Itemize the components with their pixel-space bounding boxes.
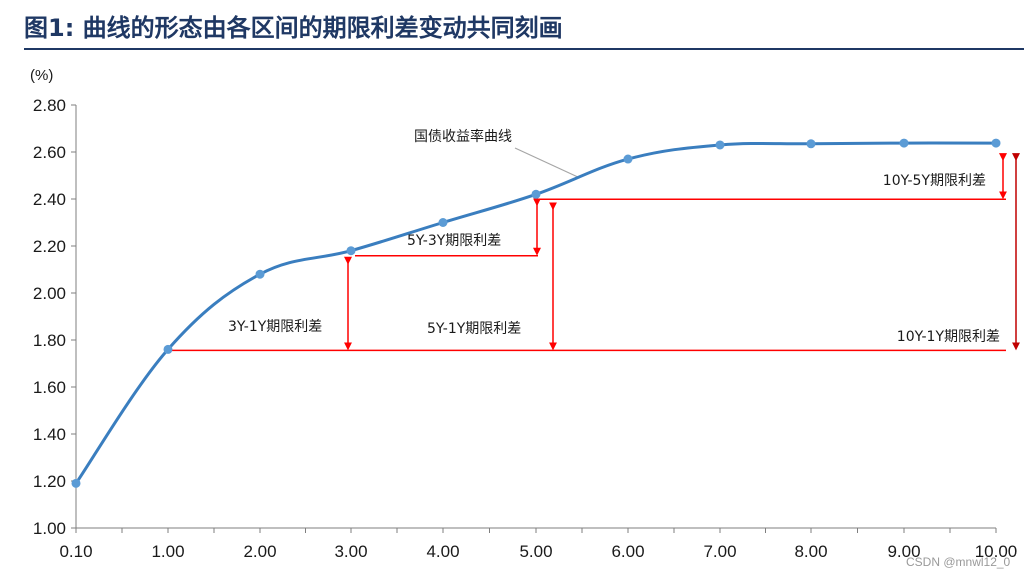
x-tick-label: 7.00 [703,542,736,561]
x-tick-label: 0.10 [59,542,92,561]
title-rule [24,48,1024,50]
x-tick-label: 2.00 [243,542,276,561]
data-point [715,140,725,150]
curve-callout-leader [514,147,581,179]
y-tick-label: 1.60 [33,378,66,397]
y-tick-label: 2.00 [33,284,66,303]
data-point [899,138,909,148]
x-tick-label: 6.00 [611,542,644,561]
spread-label: 3Y-1Y期限利差 [228,319,322,335]
x-tick-label: 3.00 [334,542,367,561]
data-point [163,344,173,354]
curve-label: 国债收益率曲线 [414,128,512,145]
y-unit-label: (%) [30,67,53,84]
x-tick-label: 8.00 [794,542,827,561]
y-tick-label: 2.80 [33,96,66,115]
data-point [991,138,1001,148]
annotation-labels: 国债收益率曲线 3Y-1Y期限利差 5Y-3Y期限利差 5Y-1Y期限利差 10Y-5Y… [228,128,1000,345]
axes: 1.00 1.20 1.40 1.60 1.80 2.00 2.20 2.40 2.60 2.80… [33,96,1017,561]
data-point [438,218,448,227]
data-point [346,246,356,256]
data-point [255,269,265,279]
data-point [806,139,816,149]
data-point [71,478,81,488]
x-tick-label: 1.00 [151,542,184,561]
spread-label: 5Y-3Y期限利差 [407,233,501,249]
watermark: CSDN @mnwl12_0 [906,555,1011,569]
x-tick-label: 5.00 [519,542,552,561]
y-tick-label: 1.00 [33,519,66,538]
y-tick-label: 2.20 [33,237,66,256]
spread-label: 5Y-1Y期限利差 [427,321,521,337]
x-tick-label: 9.00 [887,542,920,561]
yield-curve-line [74,141,997,485]
y-tick-label: 2.60 [33,143,66,162]
title-bar: 图1: 曲线的形态由各区间的期限利差变动共同刻画 [0,0,1032,50]
data-point [623,154,633,164]
x-tick-label: 4.00 [426,542,459,561]
y-tick-label: 1.40 [33,425,66,444]
spread-label: 10Y-5Y期限利差 [883,173,986,189]
spread-label: 10Y-1Y期限利差 [897,329,1000,345]
y-tick-label: 1.20 [33,472,66,491]
series-layer [71,138,1001,488]
y-tick-label: 1.80 [33,331,66,350]
figure-title: 图1: 曲线的形态由各区间的期限利差变动共同刻画 [24,14,563,42]
x-tick-label: 10.00 [975,542,1018,561]
y-tick-label: 2.40 [33,190,66,209]
spread-annotations [168,147,1020,352]
data-point [531,189,541,199]
